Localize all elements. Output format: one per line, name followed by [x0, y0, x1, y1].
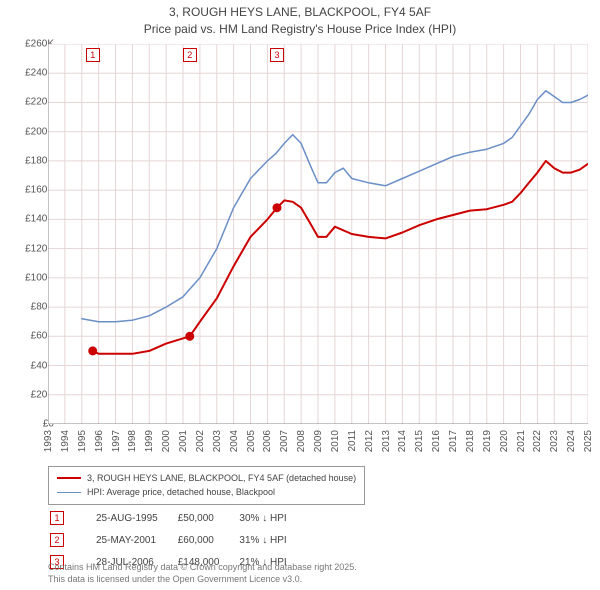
x-tick-label: 2022 [532, 430, 543, 452]
y-tick-label: £80K [4, 302, 54, 313]
x-tick-label: 2003 [212, 430, 223, 452]
y-tick-label: £0 [4, 419, 54, 430]
y-tick-label: £40K [4, 360, 54, 371]
y-tick-label: £180K [4, 155, 54, 166]
sale-index-box: 2 [50, 533, 64, 547]
x-tick-label: 2013 [381, 430, 392, 452]
x-tick-label: 1995 [77, 430, 88, 452]
legend-label-price-paid: 3, ROUGH HEYS LANE, BLACKPOOL, FY4 5AF (… [87, 471, 356, 485]
x-tick-label: 2007 [279, 430, 290, 452]
title-line-1: 3, ROUGH HEYS LANE, BLACKPOOL, FY4 5AF [0, 4, 600, 21]
x-tick-label: 2010 [330, 430, 341, 452]
x-tick-label: 2020 [499, 430, 510, 452]
x-tick-label: 2005 [246, 430, 257, 452]
legend-label-hpi: HPI: Average price, detached house, Blac… [87, 485, 275, 499]
table-row: 2 25-MAY-2001£60,00031% ↓ HPI [50, 530, 305, 550]
x-tick-label: 1996 [94, 430, 105, 452]
x-tick-label: 2017 [448, 430, 459, 452]
y-tick-label: £160K [4, 185, 54, 196]
sale-price: £60,000 [178, 530, 238, 550]
x-tick-label: 2024 [566, 430, 577, 452]
footer: Contains HM Land Registry data © Crown c… [48, 562, 357, 585]
x-tick-label: 2015 [414, 430, 425, 452]
x-tick-label: 1994 [60, 430, 71, 452]
sale-date: 25-MAY-2001 [96, 530, 176, 550]
legend-swatch-hpi [57, 492, 81, 493]
legend-item-hpi: HPI: Average price, detached house, Blac… [57, 485, 356, 499]
x-tick-label: 2021 [516, 430, 527, 452]
x-tick-label: 2006 [262, 430, 273, 452]
footer-line-1: Contains HM Land Registry data © Crown c… [48, 562, 357, 574]
x-tick-label: 2016 [431, 430, 442, 452]
legend-swatch-price-paid [57, 477, 81, 479]
x-tick-label: 1997 [111, 430, 122, 452]
x-tick-label: 2001 [178, 430, 189, 452]
table-row: 1 25-AUG-1995£50,00030% ↓ HPI [50, 508, 305, 528]
sale-marker-2: 2 [183, 48, 197, 62]
x-tick-label: 2011 [347, 430, 358, 452]
y-tick-label: £200K [4, 126, 54, 137]
sale-delta: 31% ↓ HPI [239, 530, 304, 550]
y-tick-label: £240K [4, 68, 54, 79]
sale-index-box: 1 [50, 511, 64, 525]
plot-svg [48, 44, 588, 424]
x-tick-label: 2019 [482, 430, 493, 452]
x-tick-label: 2025 [583, 430, 594, 452]
x-tick-label: 2023 [549, 430, 560, 452]
x-tick-label: 2000 [161, 430, 172, 452]
sale-marker-1: 1 [86, 48, 100, 62]
y-tick-label: £100K [4, 272, 54, 283]
legend: 3, ROUGH HEYS LANE, BLACKPOOL, FY4 5AF (… [48, 466, 365, 505]
chart-container: 3, ROUGH HEYS LANE, BLACKPOOL, FY4 5AF P… [0, 0, 600, 590]
y-tick-label: £220K [4, 97, 54, 108]
y-tick-label: £140K [4, 214, 54, 225]
x-tick-label: 2018 [465, 430, 476, 452]
y-tick-label: £260K [4, 39, 54, 50]
sale-date: 25-AUG-1995 [96, 508, 176, 528]
x-tick-label: 1999 [144, 430, 155, 452]
sale-price: £50,000 [178, 508, 238, 528]
sale-marker-3: 3 [270, 48, 284, 62]
x-tick-label: 2009 [313, 430, 324, 452]
y-tick-label: £120K [4, 243, 54, 254]
chart-title: 3, ROUGH HEYS LANE, BLACKPOOL, FY4 5AF P… [0, 0, 600, 38]
y-tick-label: £60K [4, 331, 54, 342]
x-tick-label: 1993 [43, 430, 54, 452]
x-tick-label: 2008 [296, 430, 307, 452]
sale-delta: 30% ↓ HPI [239, 508, 304, 528]
x-tick-label: 2014 [397, 430, 408, 452]
x-tick-label: 2002 [195, 430, 206, 452]
y-tick-label: £20K [4, 389, 54, 400]
x-tick-label: 2004 [229, 430, 240, 452]
x-tick-label: 2012 [364, 430, 375, 452]
footer-line-2: This data is licensed under the Open Gov… [48, 574, 357, 586]
legend-item-price-paid: 3, ROUGH HEYS LANE, BLACKPOOL, FY4 5AF (… [57, 471, 356, 485]
title-line-2: Price paid vs. HM Land Registry's House … [0, 21, 600, 38]
x-tick-label: 1998 [127, 430, 138, 452]
plot-area [48, 44, 588, 424]
